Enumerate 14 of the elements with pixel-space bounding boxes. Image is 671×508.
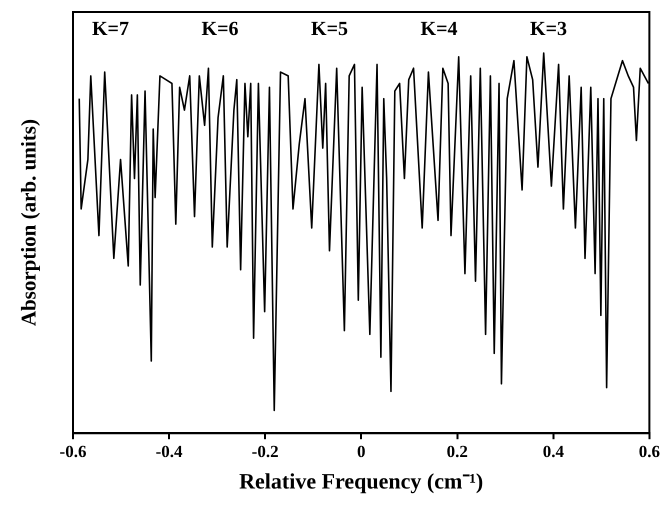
text: K=4 xyxy=(420,18,458,40)
text: K=3 xyxy=(530,18,567,40)
text: K=7 xyxy=(92,18,129,40)
x-tick-label: 0.6 xyxy=(638,442,660,461)
x-axis-title: Relative Frequency (cm⁻¹) xyxy=(239,468,484,494)
x-tick-label: 0.4 xyxy=(542,442,564,461)
x-tick-label: 0 xyxy=(356,442,366,461)
x-tick-label: -0.2 xyxy=(252,442,279,461)
text: K=5 xyxy=(311,18,348,40)
x-tick-label: -0.4 xyxy=(156,442,184,461)
x-tick-label: 0.2 xyxy=(446,442,468,461)
text: K=6 xyxy=(202,18,238,40)
y-axis-title: Absorption (arb. units) xyxy=(16,119,40,326)
x-tick-label: -0.6 xyxy=(60,442,86,461)
